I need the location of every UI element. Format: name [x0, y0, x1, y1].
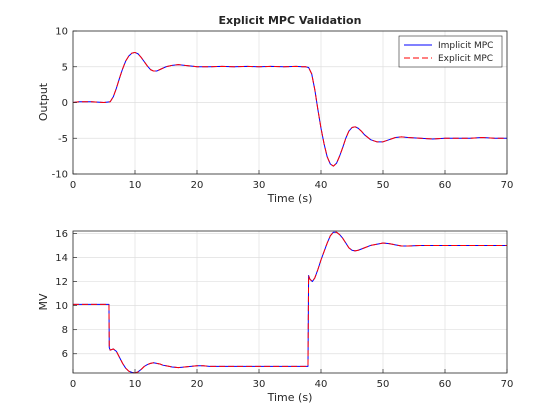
top-plot-y-tick-label: 5 [62, 62, 68, 73]
top-plot-x-tick-label: 30 [253, 180, 266, 191]
legend-label-explicit: Explicit MPC [438, 54, 493, 64]
bottom-plot-series-explicit-line [73, 231, 507, 374]
top-plot-x-tick-label: 60 [439, 180, 452, 191]
bottom-plot-y-tick-label: 10 [55, 301, 68, 312]
bottom-plot-x-tick-label: 30 [253, 379, 266, 390]
legend: Implicit MPC Explicit MPC [398, 35, 503, 68]
bottom-plot-x-tick-label: 50 [377, 379, 390, 390]
top-plot-x-tick-label: 20 [191, 180, 204, 191]
bottom-plot-y-tick-label: 12 [55, 277, 68, 288]
legend-box [398, 35, 503, 68]
bottom-plot-x-tick-label: 10 [129, 379, 142, 390]
legend-label-implicit: Implicit MPC [438, 41, 493, 51]
top-plot-x-tick-label: 0 [70, 180, 76, 191]
top-plot-series [72, 51, 507, 167]
bottom-plot-x-tick-label: 60 [439, 379, 452, 390]
bottom-plot-y-tick-label: 8 [62, 325, 68, 336]
top-plot-x-tick-label: 50 [377, 180, 390, 191]
top-plot-y-tick-label: 0 [62, 98, 68, 109]
top-plot-y-tick-label: -5 [58, 134, 68, 145]
bottom-plot-x-tick-label: 70 [501, 379, 514, 390]
top-plot-x-tick-label: 40 [315, 180, 328, 191]
bottom-plot-series [73, 231, 507, 374]
top-plot-y-label: Output [37, 82, 50, 121]
top-plot-y-tick-label: 10 [55, 27, 68, 38]
bottom-plot-area [73, 231, 507, 373]
bottom-plot-x-label: Time (s) [267, 391, 313, 404]
bottom-plot-frame [72, 230, 508, 374]
bottom-plot-y-ticks: 6 8 10 12 14 16 [55, 229, 77, 360]
top-plot-x-ticks: 0 10 20 30 40 50 60 70 [70, 170, 514, 191]
top-plot-title: Explicit MPC Validation [219, 14, 362, 27]
bottom-plot-y-tick-label: 14 [55, 253, 68, 264]
bottom-plot: 0 10 20 30 40 50 60 70 6 8 10 12 14 16 Time (s) MV [37, 229, 513, 404]
top-plot-y-tick-label: -10 [52, 170, 68, 181]
top-plot-x-tick-label: 10 [129, 180, 142, 191]
bottom-plot-x-ticks: 0 10 20 30 40 50 60 70 [70, 369, 514, 390]
top-plot: Explicit MPC Validation 0 10 20 30 40 50 60 70 … [37, 14, 513, 205]
top-plot-series-explicit-line [72, 51, 507, 167]
top-plot-x-tick-label: 70 [501, 180, 514, 191]
bottom-plot-x-tick-label: 0 [70, 379, 76, 390]
bottom-plot-y-label: MV [37, 293, 50, 310]
bottom-plot-y-tick-label: 16 [55, 229, 68, 240]
bottom-plot-x-tick-label: 40 [315, 379, 328, 390]
bottom-plot-grid [72, 231, 508, 373]
bottom-plot-x-tick-label: 20 [191, 379, 204, 390]
top-plot-y-ticks: -10 -5 0 5 10 [52, 27, 77, 181]
bottom-plot-y-tick-label: 6 [62, 349, 68, 360]
top-plot-x-label: Time (s) [267, 192, 313, 205]
